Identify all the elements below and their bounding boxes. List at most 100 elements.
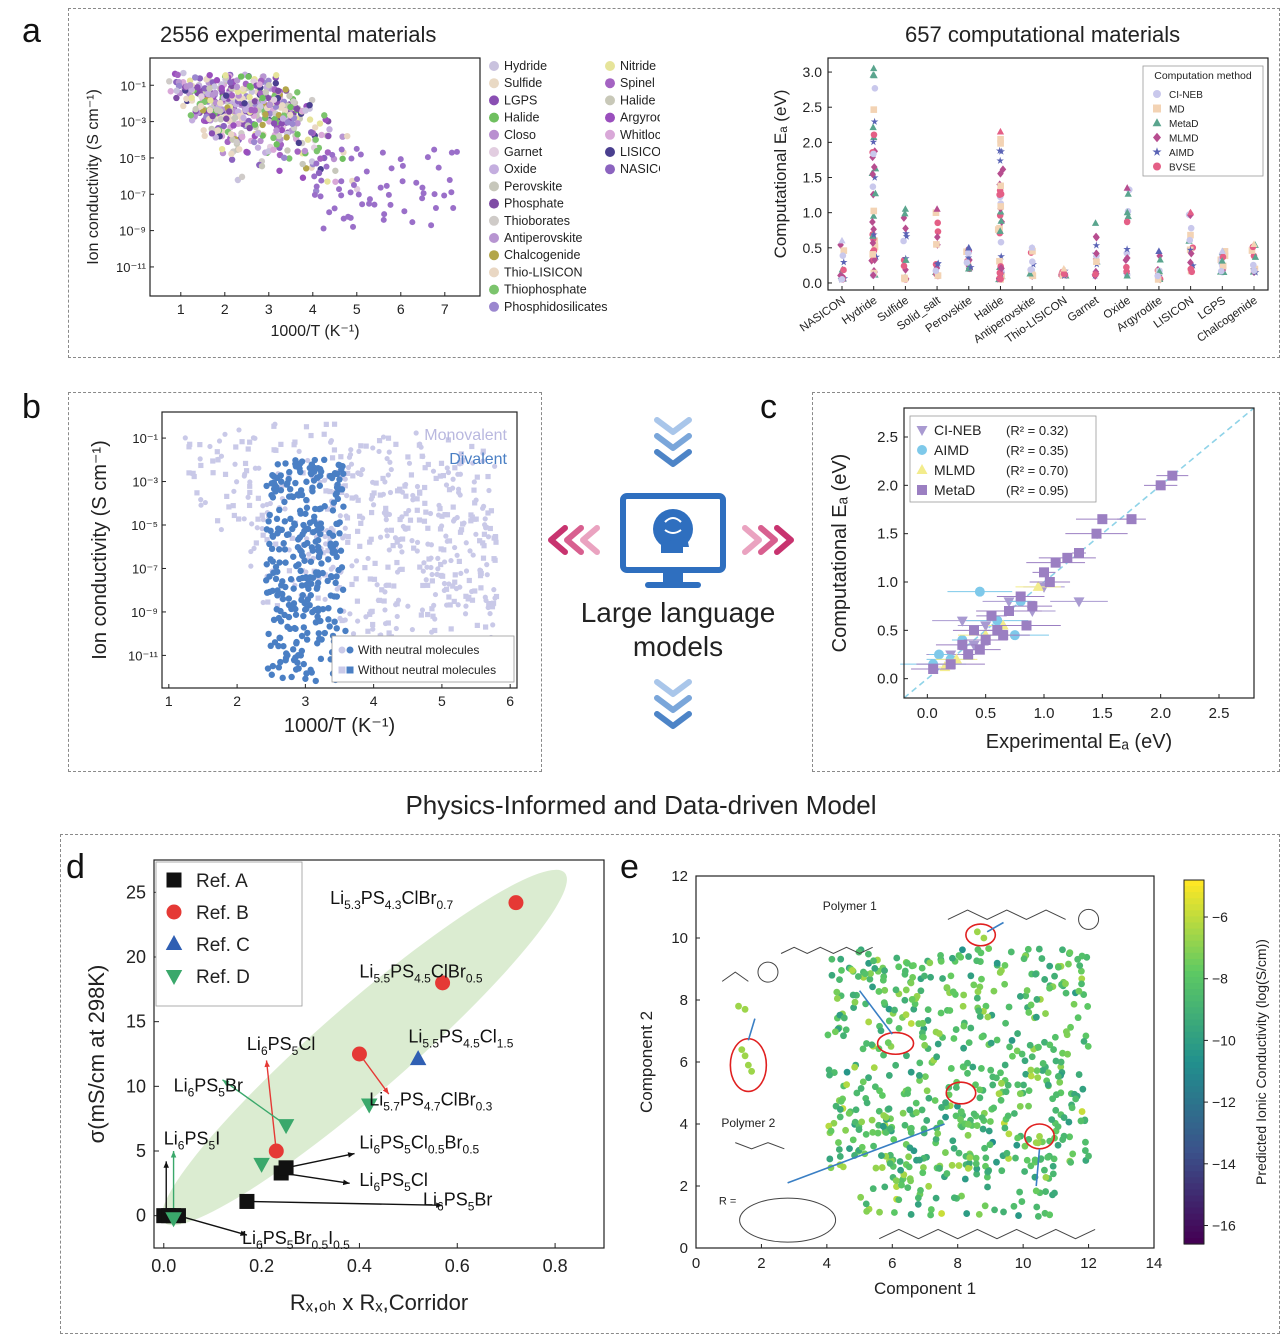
data-point — [1014, 1134, 1022, 1142]
data-point — [291, 624, 298, 632]
data-point — [949, 954, 956, 962]
data-point — [197, 456, 203, 462]
data-point — [964, 249, 972, 257]
formula-part: 5.5 — [373, 972, 390, 986]
formula-part: 5 — [404, 1142, 411, 1156]
data-point — [993, 1074, 1000, 1082]
formula-part: PS — [439, 1026, 463, 1046]
data-point — [421, 560, 427, 566]
data-point — [837, 1097, 845, 1105]
x-tick-label: 0.5 — [975, 705, 996, 722]
arrow-head — [342, 1179, 350, 1186]
data-point — [277, 487, 285, 494]
data-point — [287, 515, 294, 523]
data-point — [321, 431, 327, 437]
data-point — [300, 624, 308, 631]
data-point — [323, 541, 329, 547]
data-point — [959, 1002, 967, 1010]
data-point — [175, 82, 183, 90]
legend-marker — [489, 95, 499, 106]
formula-part: PS — [380, 1132, 404, 1152]
data-point — [472, 500, 478, 506]
data-point — [289, 120, 296, 127]
plot-frame — [695, 875, 1155, 1249]
data-point — [331, 470, 339, 477]
colorbar-tick-label: −16 — [1212, 1217, 1236, 1233]
colorbar-segment — [1184, 1104, 1204, 1112]
data-point — [211, 83, 218, 90]
data-point — [269, 558, 277, 565]
data-point — [881, 986, 889, 994]
x-axis-label: Experimental Eₐ (eV) — [986, 731, 1172, 753]
data-point — [291, 521, 299, 529]
data-point — [299, 574, 306, 582]
data-point — [838, 236, 846, 244]
data-point — [1002, 1088, 1010, 1096]
formula-part: 5 — [287, 1238, 294, 1252]
y-tick-label: 12 — [671, 868, 688, 885]
formula-part: Li — [247, 1034, 261, 1054]
data-point — [397, 543, 403, 549]
data-point — [311, 513, 318, 520]
data-point — [902, 1011, 910, 1019]
data-point — [230, 122, 237, 129]
data-point — [997, 135, 1004, 143]
data-point — [482, 522, 488, 528]
data-point — [949, 1137, 957, 1145]
data-point — [843, 1068, 851, 1076]
data-point — [268, 480, 275, 487]
data-point — [263, 482, 270, 490]
data-point — [870, 131, 878, 139]
panel-label-b: b — [22, 388, 41, 426]
data-point — [301, 557, 308, 564]
data-point — [299, 174, 307, 181]
data-point — [927, 1206, 935, 1213]
data-point — [1077, 967, 1085, 975]
data-point — [441, 580, 448, 587]
data-point — [453, 148, 460, 155]
formula-part: Cl — [480, 1026, 497, 1046]
data-point — [314, 605, 322, 612]
data-point — [891, 1006, 898, 1014]
data-point — [376, 448, 382, 455]
plot-frame — [153, 859, 605, 1249]
data-point — [870, 117, 879, 125]
data-point — [976, 1013, 984, 1020]
data-point — [478, 585, 484, 591]
legend-marker — [166, 872, 182, 888]
data-point — [1123, 245, 1131, 253]
data-point — [213, 106, 221, 114]
legend-r2: (R² = 0.70) — [1006, 463, 1069, 478]
data-point — [425, 461, 431, 468]
data-point — [294, 131, 301, 138]
data-point — [973, 1122, 981, 1129]
data-point — [382, 510, 389, 516]
formula-part: Li — [174, 1076, 188, 1096]
legend-marker — [605, 129, 615, 140]
data-point — [1217, 267, 1225, 275]
data-point — [985, 1167, 992, 1175]
formula-part: Br — [293, 1228, 311, 1248]
data-point — [397, 516, 403, 523]
data-point — [338, 486, 346, 493]
colorbar-segment — [1184, 1128, 1204, 1136]
data-point — [264, 537, 270, 543]
data-point — [403, 511, 409, 517]
formula-part: ClBr — [441, 1090, 476, 1110]
x-tick-label: 0.0 — [917, 705, 938, 722]
legend-label: BVSE — [1169, 163, 1196, 174]
data-point — [1015, 591, 1026, 602]
pointer-line — [787, 1123, 945, 1184]
data-point — [854, 973, 862, 980]
data-point — [1073, 597, 1085, 608]
data-point — [891, 1209, 898, 1216]
data-point — [201, 132, 208, 140]
llm-graphic — [548, 417, 794, 729]
data-point — [968, 640, 980, 651]
data-point — [998, 630, 1009, 641]
data-point — [198, 93, 205, 100]
data-point — [227, 131, 235, 138]
data-point — [345, 539, 351, 545]
data-point — [1092, 271, 1099, 278]
data-point — [871, 256, 878, 264]
